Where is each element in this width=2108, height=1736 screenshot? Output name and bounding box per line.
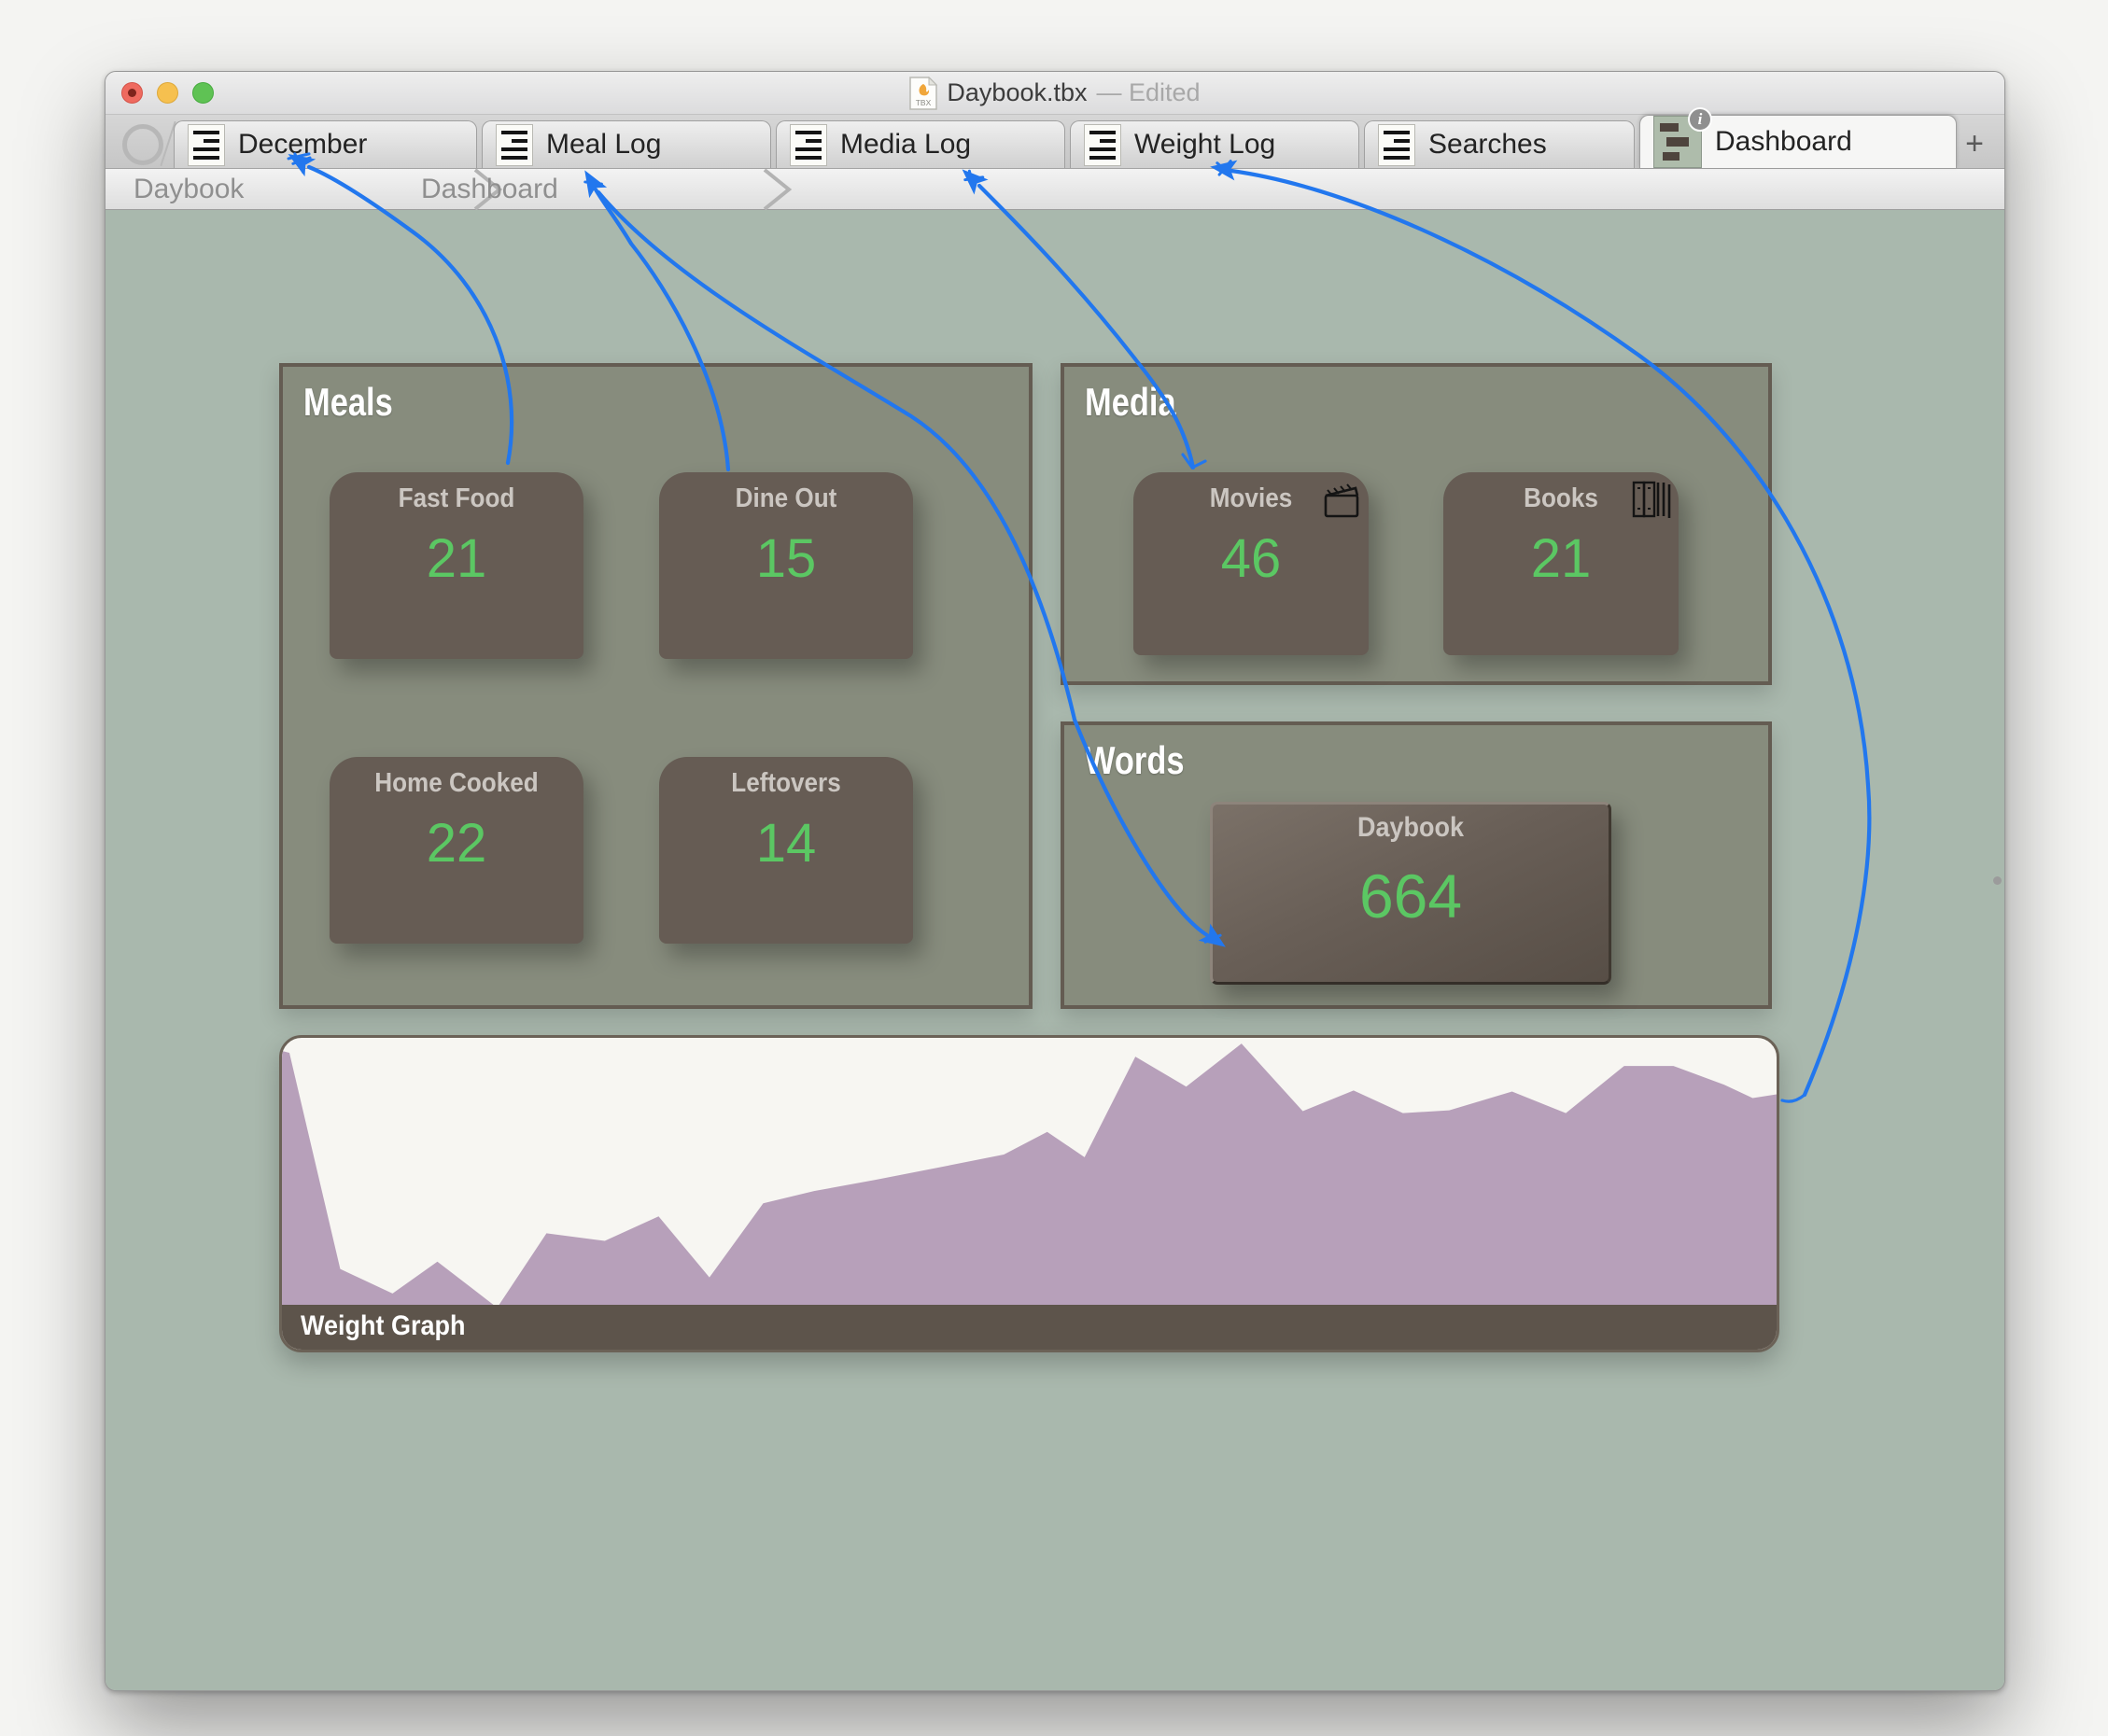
- note-icon: [496, 123, 533, 166]
- card-daybook-words[interactable]: Daybook 664: [1210, 802, 1611, 985]
- card-label: Fast Food: [398, 483, 515, 513]
- card-value: 21: [426, 528, 487, 589]
- tab-label: Searches: [1428, 129, 1547, 160]
- new-tab-button[interactable]: +: [1965, 125, 1984, 161]
- note-icon: [790, 123, 827, 166]
- card-label: Home Cooked: [374, 768, 539, 798]
- note-icon: [188, 123, 225, 166]
- window-title-status: — Edited: [1096, 78, 1201, 106]
- app-window: TBX Daybook.tbx — Edited December Meal L…: [105, 71, 2005, 1691]
- card-fast-food[interactable]: Fast Food 21: [330, 472, 583, 659]
- weight-graph-label: Weight Graph: [301, 1310, 466, 1341]
- window-title: TBX Daybook.tbx — Edited: [909, 76, 1201, 110]
- tab-meal-log[interactable]: Meal Log: [482, 120, 771, 168]
- chevron-right-icon: [763, 169, 793, 210]
- card-books[interactable]: Books 21: [1443, 472, 1679, 655]
- container-media[interactable]: Media Movies 46 Books 21: [1061, 363, 1772, 685]
- breadcrumb-item-dashboard[interactable]: Dashboard: [421, 174, 558, 204]
- minimize-button[interactable]: [157, 82, 178, 104]
- dashboard-map-view[interactable]: Meals Fast Food 21 Dine Out 15 Home Cook…: [105, 210, 2004, 1690]
- tab-media-log[interactable]: Media Log: [776, 120, 1065, 168]
- tab-dashboard[interactable]: i Dashboard: [1639, 107, 1957, 168]
- title-bar[interactable]: TBX Daybook.tbx — Edited: [105, 72, 2004, 115]
- books-icon: [1632, 481, 1671, 518]
- card-label: Leftovers: [731, 768, 841, 798]
- zoom-button[interactable]: [192, 82, 214, 104]
- card-value: 21: [1530, 528, 1592, 589]
- weight-graph-title-bar: Weight Graph: [282, 1305, 1777, 1350]
- unsaved-dot: [128, 89, 136, 97]
- breadcrumb-item-daybook[interactable]: Daybook: [134, 174, 245, 204]
- tab-december[interactable]: December: [174, 120, 477, 168]
- card-home-cooked[interactable]: Home Cooked 22: [330, 757, 583, 944]
- tab-label: Meal Log: [546, 129, 662, 160]
- container-title: Words: [1085, 738, 1185, 782]
- card-value: 14: [755, 813, 817, 874]
- card-movies[interactable]: Movies 46: [1133, 472, 1369, 655]
- card-value: 46: [1220, 528, 1282, 589]
- container-title: Meals: [303, 380, 393, 424]
- card-leftovers[interactable]: Leftovers 14: [659, 757, 913, 944]
- close-button[interactable]: [121, 82, 143, 104]
- card-dine-out[interactable]: Dine Out 15: [659, 472, 913, 659]
- traffic-lights: [121, 72, 214, 114]
- tab-weight-log[interactable]: Weight Log: [1070, 120, 1359, 168]
- card-value: 664: [1358, 861, 1463, 931]
- window-title-filename: Daybook.tbx: [947, 78, 1088, 106]
- card-value: 22: [426, 813, 487, 874]
- note-icon: [1378, 123, 1415, 166]
- breadcrumb: Daybook Dashboard: [105, 169, 2004, 210]
- scrollbar-dot[interactable]: [1993, 876, 2002, 885]
- tab-bar: December Meal Log Media Log Weight Log S: [105, 107, 2004, 169]
- clapperboard-icon: [1324, 483, 1359, 518]
- card-label: Dine Out: [735, 483, 837, 513]
- card-value: 15: [755, 528, 817, 589]
- container-meals[interactable]: Meals Fast Food 21 Dine Out 15 Home Cook…: [279, 363, 1033, 1009]
- document-icon: TBX: [909, 76, 938, 110]
- card-weight-graph[interactable]: Weight Graph: [279, 1035, 1779, 1352]
- container-words[interactable]: Words Daybook 664: [1061, 721, 1772, 1009]
- tab-label: Dashboard: [1715, 126, 1852, 157]
- tab-label: Weight Log: [1134, 129, 1276, 160]
- tab-label: Media Log: [840, 129, 972, 160]
- svg-text:TBX: TBX: [916, 98, 932, 107]
- info-badge-icon: i: [1688, 107, 1712, 132]
- note-icon: [1084, 123, 1121, 166]
- map-thumbnail-icon: i: [1653, 107, 1712, 168]
- tab-overview-button[interactable]: [122, 124, 163, 165]
- weight-area-chart: [282, 1043, 1777, 1310]
- tab-label: December: [238, 129, 368, 160]
- card-label: Daybook: [1356, 812, 1465, 843]
- container-title: Media: [1085, 380, 1176, 424]
- tab-searches[interactable]: Searches: [1364, 120, 1635, 168]
